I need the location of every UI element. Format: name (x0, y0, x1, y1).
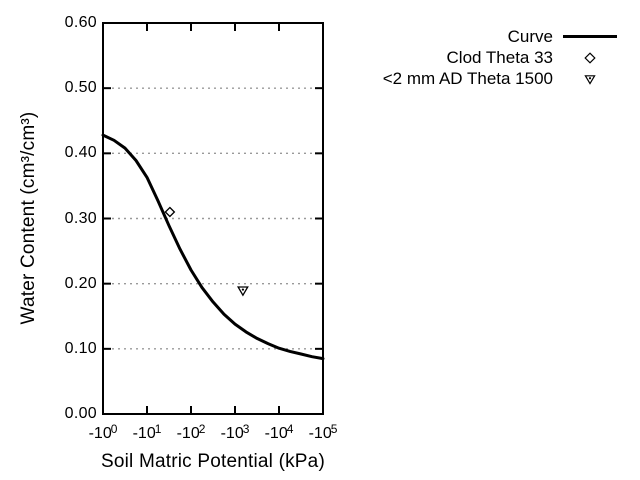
legend-item-clod-theta-33: Clod Theta 33 (383, 47, 622, 68)
triangle-down-open-marker (236, 286, 249, 297)
line-sample-icon (557, 35, 622, 38)
x-axis-tick-label: -101 (132, 422, 162, 442)
marker-center-dot (241, 288, 245, 291)
diamond-open-marker (164, 206, 176, 218)
x-axis-title: Soil Matric Potential (kPa) (101, 451, 325, 472)
legend-label-clod-theta-33: Clod Theta 33 (446, 47, 553, 67)
x-axis-tick-label: -105 (308, 422, 338, 442)
diamond-open-icon (557, 51, 622, 64)
y-axis-tick-label: 0.40 (64, 144, 97, 162)
y-axis-tick-label: 0.10 (64, 339, 97, 357)
x-axis-tick-label: -102 (176, 422, 206, 442)
legend-label-curve: Curve (507, 26, 553, 46)
y-axis-tick-label: 0.00 (64, 405, 97, 422)
y-axis-tick-label: 0.50 (64, 79, 97, 97)
legend: Curve Clod Theta 33 <2 mm AD Theta 1500 (383, 26, 622, 89)
x-axis-tick-label: -104 (264, 422, 294, 442)
y-axis-title: Water Content (cm³/cm³) (18, 111, 39, 325)
x-axis-tick-label: -100 (88, 422, 118, 442)
legend-label-ad-theta-1500: <2 mm AD Theta 1500 (382, 68, 553, 88)
y-axis-tick-label: 0.20 (64, 274, 97, 292)
y-axis-tick-label: 0.60 (64, 14, 97, 31)
curve-line (101, 133, 325, 361)
legend-item-curve: Curve (383, 26, 622, 47)
legend-item-ad-theta-1500: <2 mm AD Theta 1500 (383, 68, 622, 89)
y-axis-tick-label: 0.30 (64, 209, 97, 227)
triangle-down-open-icon (557, 73, 622, 85)
plot-border (102, 22, 324, 415)
x-axis-tick-label: -103 (220, 422, 250, 442)
